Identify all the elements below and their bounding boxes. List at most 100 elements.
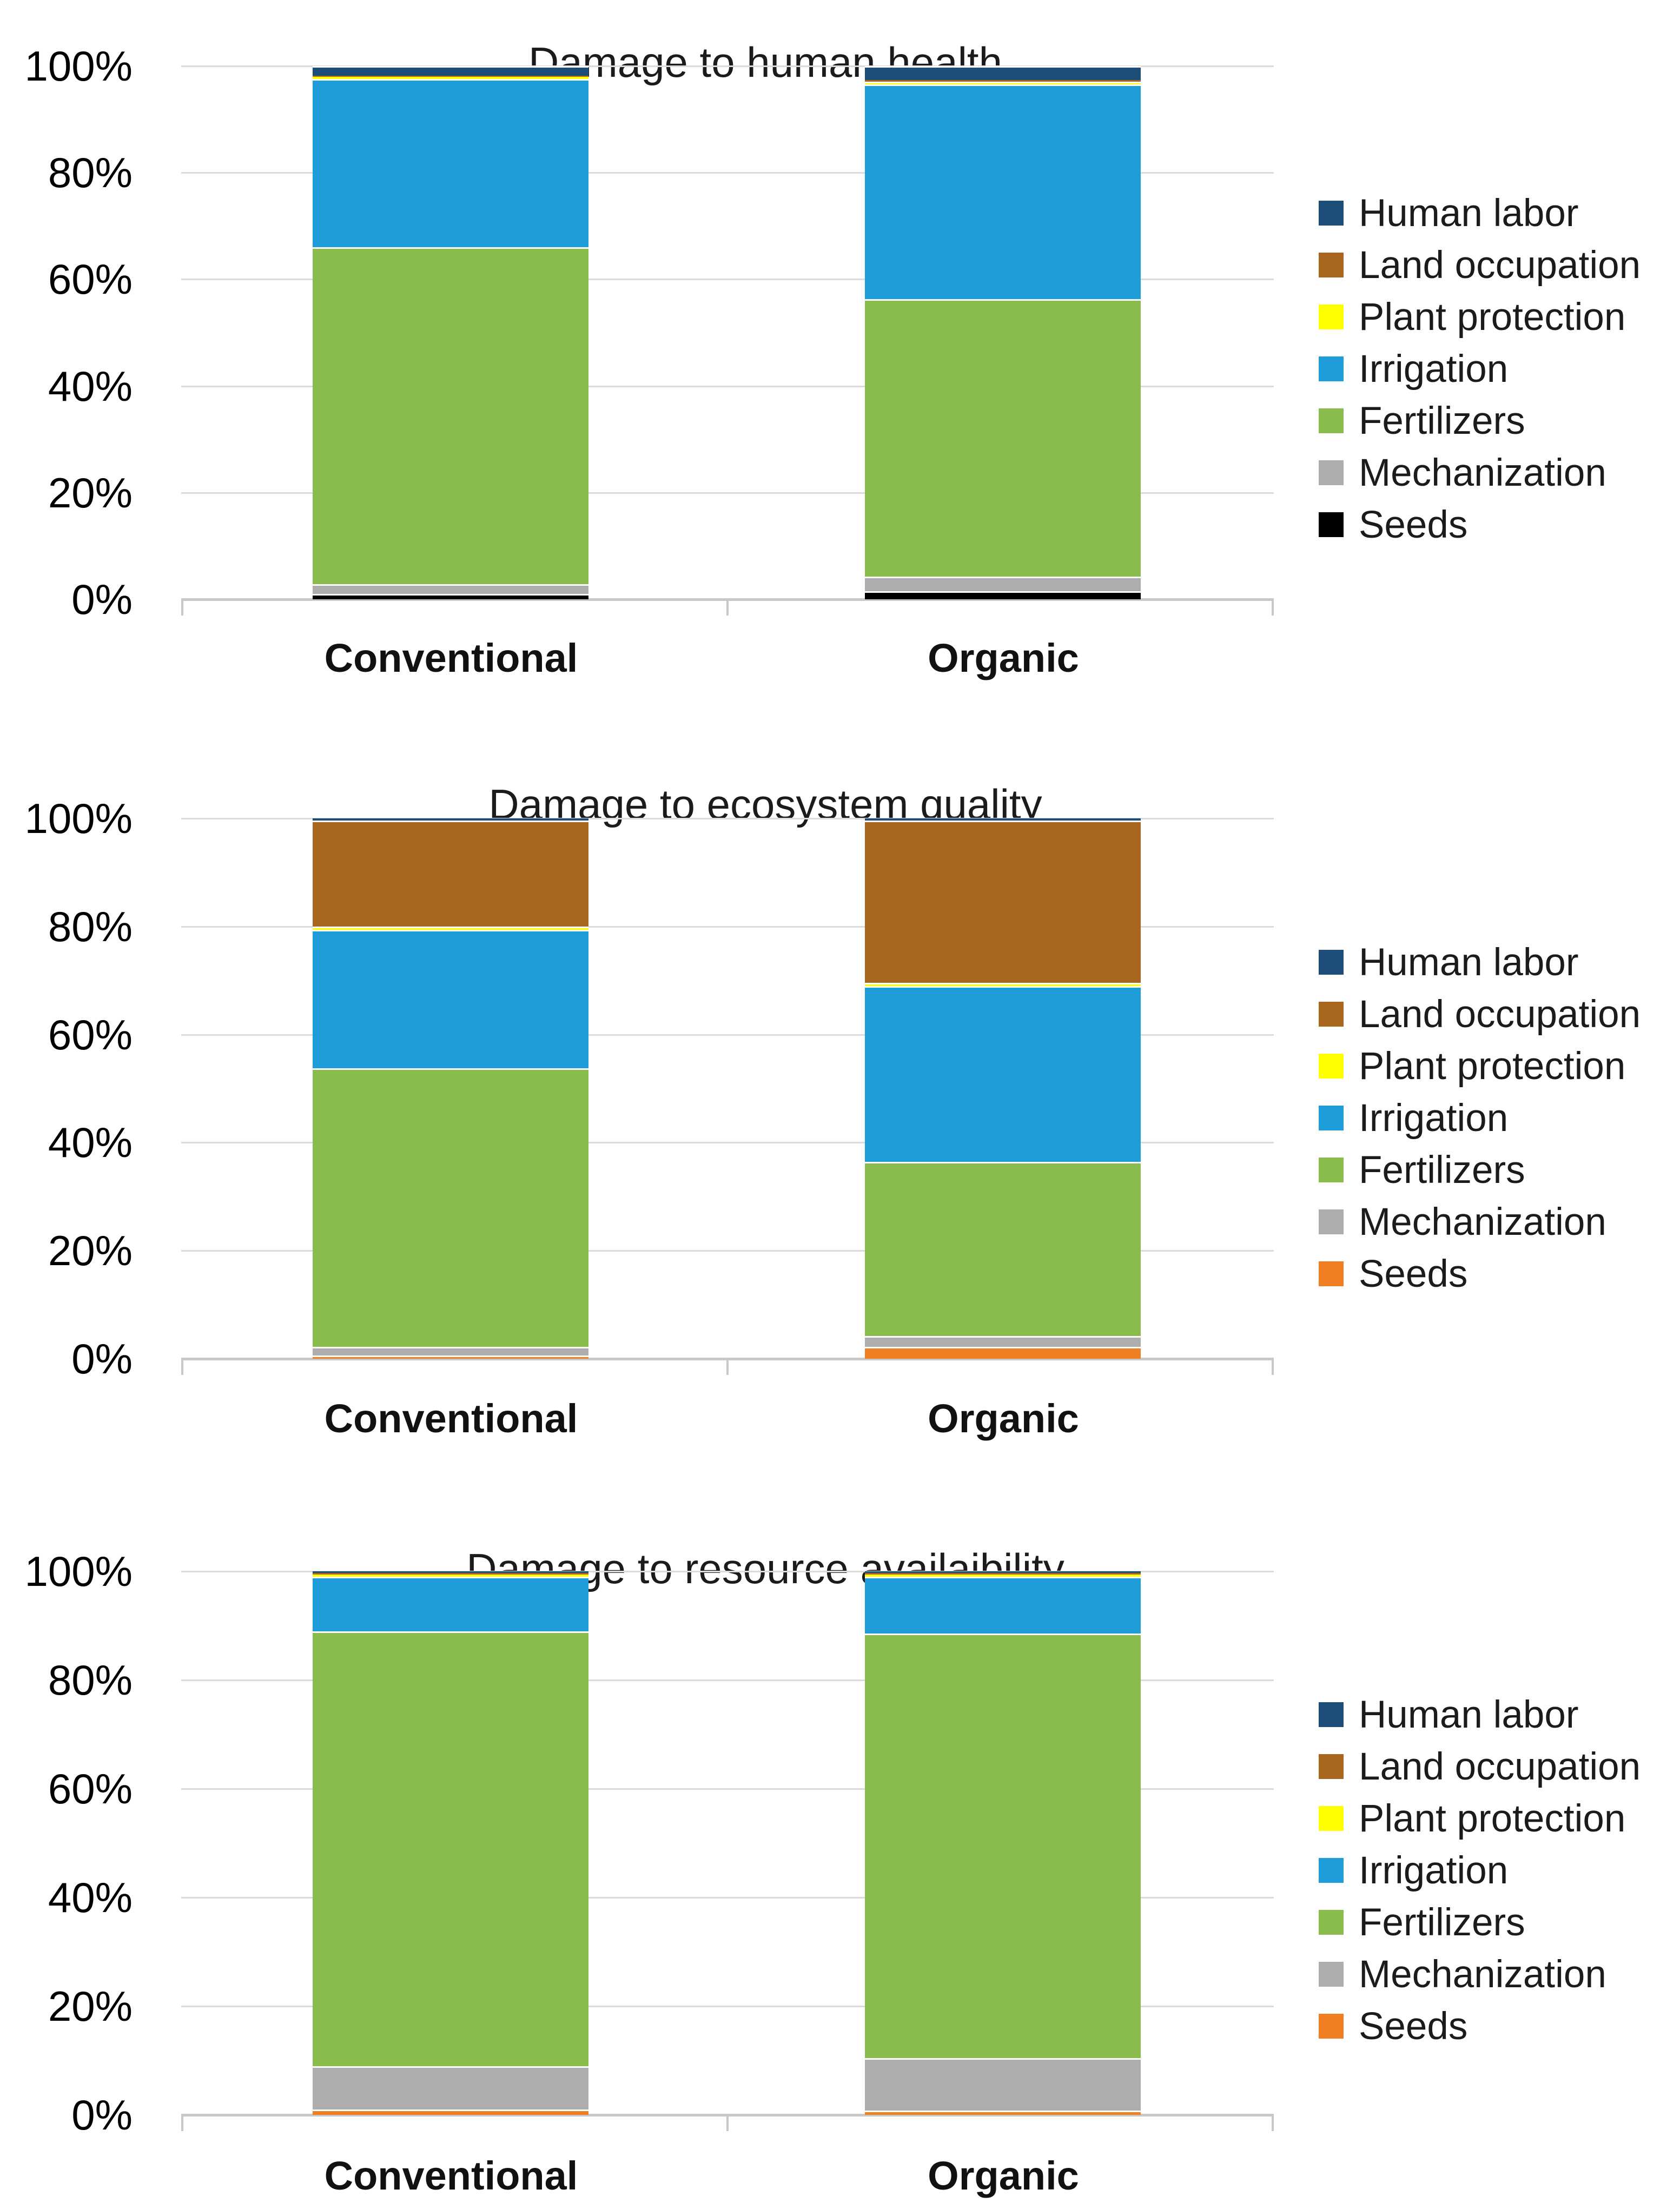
legend-label: Plant protection [1359, 1044, 1626, 1088]
legend-swatch-seeds-icon [1319, 512, 1344, 537]
plot-area-human-health: 100% 80% 60% 40% 20% 0% [25, 42, 1274, 623]
x-axis-tick [1272, 2114, 1274, 2131]
legend-item-irrigation: Irrigation [1319, 343, 1641, 395]
legend-swatch-fertilizers-icon [1319, 1910, 1344, 1935]
gridline [181, 818, 1274, 819]
bar-segment-plant-protection [865, 982, 1141, 986]
legend-swatch-mechanization-icon [1319, 460, 1344, 485]
bar-segment-fertilizers [865, 1162, 1141, 1336]
gridline [181, 1571, 1274, 1572]
stacked-bar-organic [865, 66, 1141, 599]
legend-swatch-irrigation-icon [1319, 356, 1344, 381]
legend-item-plant-protection: Plant protection [1319, 291, 1641, 343]
y-axis-tick-label: 0% [71, 2091, 133, 2139]
y-axis-tick-label: 40% [48, 362, 133, 410]
x-axis-tick [181, 2114, 183, 2131]
category-label-conventional: Conventional [324, 1396, 578, 1441]
legend-swatch-irrigation-icon [1319, 1858, 1344, 1883]
bar-segment-irrigation [313, 78, 588, 248]
legend-label: Land occupation [1359, 1745, 1641, 1788]
x-axis-tick [181, 598, 183, 616]
legend-label: Human labor [1359, 1693, 1579, 1736]
category-label-conventional: Conventional [324, 636, 578, 680]
legend-label: Plant protection [1359, 1797, 1626, 1840]
legend-label: Seeds [1359, 503, 1468, 546]
category-label-conventional: Conventional [324, 2153, 578, 2198]
x-axis-tick [1272, 1358, 1274, 1375]
legend-label: Plant protection [1359, 295, 1626, 339]
y-axis-tick-label: 60% [48, 1011, 133, 1059]
legend-item-fertilizers: Fertilizers [1319, 1144, 1641, 1196]
legend-item-land-occupation: Land occupation [1319, 988, 1641, 1040]
bar-segment-plant-protection [865, 81, 1141, 85]
legend-item-land-occupation: Land occupation [1319, 1741, 1641, 1793]
legend-label: Mechanization [1359, 451, 1606, 494]
bar-segment-plant-protection [313, 926, 588, 930]
legend-label: Fertilizers [1359, 399, 1525, 442]
bar-segment-irrigation [865, 84, 1141, 299]
legend-item-irrigation: Irrigation [1319, 1092, 1641, 1144]
legend-item-seeds: Seeds [1319, 499, 1641, 551]
gridline [181, 2006, 1274, 2007]
legend-swatch-human-labor-icon [1319, 1702, 1344, 1727]
legend-human-health: Human labor Land occupation Plant protecti… [1319, 187, 1641, 551]
y-axis-tick-label: 40% [48, 1874, 133, 1921]
y-axis-tick-label: 100% [24, 42, 133, 90]
y-axis-tick-label: 20% [48, 1982, 133, 2030]
legend-label: Human labor [1359, 941, 1579, 984]
legend-label: Mechanization [1359, 1953, 1606, 1996]
legend-label: Irrigation [1359, 1849, 1509, 1892]
bar-segment-mechanization [865, 1336, 1141, 1347]
category-label-organic: Organic [928, 1396, 1079, 1441]
gridline [181, 1034, 1274, 1036]
gridline [181, 1897, 1274, 1899]
legend-label: Irrigation [1359, 347, 1509, 391]
legend-swatch-human-labor-icon [1319, 201, 1344, 226]
legend-label: Seeds [1359, 1252, 1468, 1295]
bar-segment-land-occupation [865, 80, 1141, 82]
stacked-bar-organic [865, 1571, 1141, 2115]
bar-segment-irrigation [865, 986, 1141, 1162]
legend-swatch-mechanization-icon [1319, 1962, 1344, 1987]
gridline [181, 1250, 1274, 1252]
legend-item-human-labor: Human labor [1319, 1689, 1641, 1741]
bar-segment-seeds [865, 591, 1141, 599]
x-axis-tick [726, 598, 729, 616]
bar-segment-land-occupation [865, 820, 1141, 983]
legend-label: Human labor [1359, 191, 1579, 235]
bar-segment-mechanization [313, 2066, 588, 2109]
bar-segment-mechanization [313, 1346, 588, 1355]
legend-swatch-irrigation-icon [1319, 1106, 1344, 1130]
legend-item-human-labor: Human labor [1319, 936, 1641, 988]
category-label-organic: Organic [928, 636, 1079, 680]
bar-segment-land-occupation [313, 1573, 588, 1575]
bar-segment-fertilizers [313, 247, 588, 585]
legend-label: Mechanization [1359, 1200, 1606, 1244]
bar-segment-fertilizers [865, 299, 1141, 577]
legend-item-seeds: Seeds [1319, 2000, 1641, 2052]
bar-segment-mechanization [865, 576, 1141, 592]
legend-swatch-human-labor-icon [1319, 950, 1344, 975]
bar-segment-fertilizers [313, 1068, 588, 1347]
legend-label: Seeds [1359, 2005, 1468, 2048]
y-axis-tick-label: 60% [48, 255, 133, 303]
x-axis-tick [1272, 598, 1274, 616]
gridline [181, 386, 1274, 387]
legend-label: Irrigation [1359, 1096, 1509, 1140]
bar-segment-fertilizers [313, 1631, 588, 2066]
legend-swatch-fertilizers-icon [1319, 1158, 1344, 1182]
bar-segment-seeds [865, 1346, 1141, 1359]
bar-segment-plant-protection [865, 1575, 1141, 1577]
bar-segment-human-labor [313, 818, 588, 821]
legend-item-human-labor: Human labor [1319, 187, 1641, 239]
gridline [181, 1788, 1274, 1790]
gridline [181, 1142, 1274, 1143]
bar-segment-human-labor [313, 1571, 588, 1573]
gridline [181, 1679, 1274, 1681]
y-axis-tick-label: 80% [48, 149, 133, 196]
bar-segment-human-labor [313, 66, 588, 76]
legend-swatch-land-occupation-icon [1319, 1754, 1344, 1779]
bar-segment-seeds [313, 594, 588, 599]
bar-segment-irrigation [313, 1577, 588, 1631]
gridline [181, 65, 1274, 67]
